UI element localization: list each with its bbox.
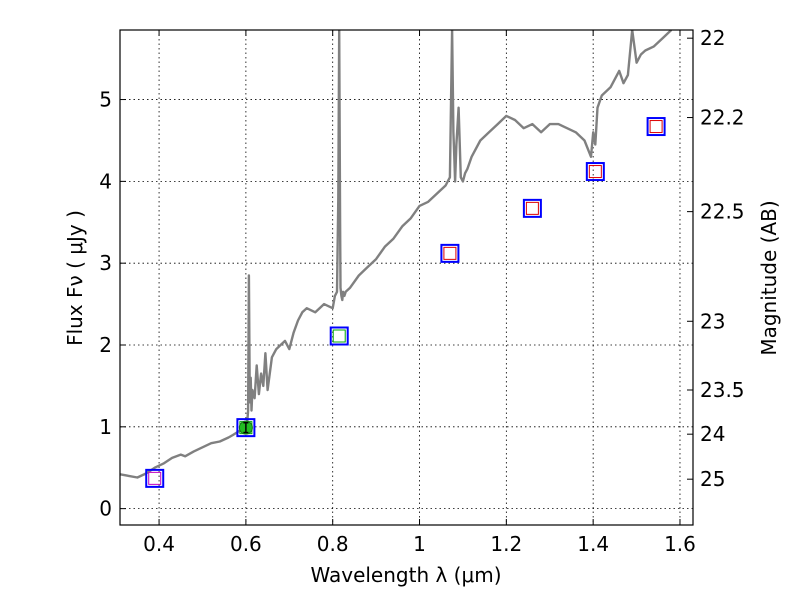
photometry-point (236, 418, 256, 438)
y-axis: 0 1 2 3 4 5 (99, 88, 126, 521)
y-tick-label: 4 (99, 169, 112, 193)
y2-tick-label: 22.5 (700, 200, 745, 224)
photometry-point (329, 326, 349, 346)
y-tick-label: 0 (99, 497, 112, 521)
y2-tick-label: 22 (700, 26, 725, 50)
spectrum-line (120, 30, 673, 479)
y2-tick-label: 25 (700, 467, 725, 491)
y2-axis: 22 22.2 22.5 23 23.5 24 25 (687, 26, 745, 491)
model-flux-point (525, 201, 539, 215)
y2-axis-title: Magnitude (AB) (757, 200, 781, 355)
x-axis: 0.4 0.6 0.8 1 1.2 1.4 1.6 (143, 30, 696, 556)
y2-tick-label: 23.5 (700, 378, 745, 402)
x-tick-label: 0.4 (143, 532, 175, 556)
y-tick-label: 2 (99, 333, 112, 357)
plot-frame (119, 29, 694, 526)
x-tick-label: 1.4 (577, 532, 609, 556)
model-flux-point (649, 120, 663, 134)
x-tick-label: 1.6 (664, 532, 696, 556)
x-tick-label: 1.2 (490, 532, 522, 556)
x-tick-label: 0.6 (230, 532, 262, 556)
photometry-point (440, 243, 460, 263)
photometry-point (585, 162, 605, 182)
model-flux-point (332, 329, 346, 343)
y2-tick-label: 24 (700, 422, 725, 446)
model-flux-point (148, 471, 162, 485)
model-flux-point (443, 246, 457, 260)
y2-tick-label: 23 (700, 309, 725, 333)
y-axis-title: Flux Fν ( μJy ) (63, 210, 87, 346)
model-flux-point (588, 165, 602, 179)
photometry-point (646, 117, 666, 137)
x-axis-title: Wavelength λ (μm) (310, 563, 501, 587)
photometry-point (145, 468, 165, 488)
y2-tick-label: 22.2 (700, 106, 745, 130)
y-tick-label: 1 (99, 415, 112, 439)
y-tick-label: 3 (99, 251, 112, 275)
x-tick-label: 1 (413, 532, 426, 556)
y-tick-label: 5 (99, 88, 112, 112)
grid-lines (120, 30, 693, 525)
x-tick-label: 0.8 (317, 532, 349, 556)
plot-area (120, 30, 673, 488)
photometry-point (522, 198, 542, 218)
